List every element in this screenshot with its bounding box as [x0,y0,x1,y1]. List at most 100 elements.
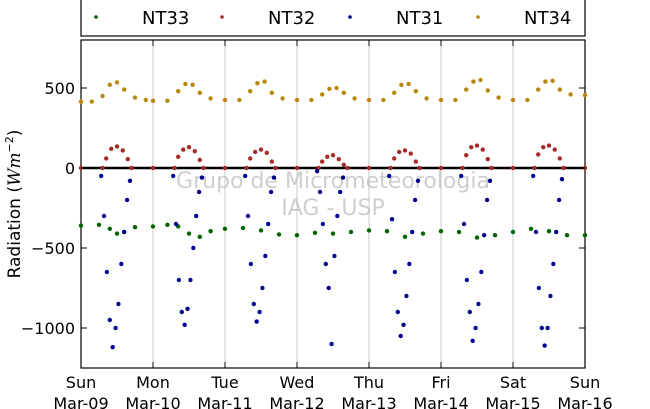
data-point [107,82,113,88]
data-point [528,226,534,231]
data-point [392,269,398,275]
series-layer [78,77,588,350]
data-point [165,98,170,104]
data-point [536,152,541,157]
data-point [104,156,109,161]
data-point [510,97,516,103]
data-point [334,85,339,91]
data-point [176,89,181,94]
data-point [401,322,406,327]
data-point [332,253,337,259]
data-point [269,159,274,164]
x-tick-label-date: Mar-12 [269,394,324,409]
data-point [582,233,588,238]
data-point [199,175,205,180]
data-point [525,97,530,103]
data-point [326,285,331,291]
legend: NT33 NT32 NT31 NT34 [80,0,586,37]
data-point [294,97,300,103]
data-point [208,229,213,234]
data-point [467,309,472,315]
data-point [386,173,392,179]
series-nt33 [78,222,588,240]
data-point [554,229,559,235]
data-point [548,293,553,299]
x-tick-label-day: Fri [431,373,450,392]
data-point [271,175,277,180]
data-point [183,81,188,87]
data-point [479,269,484,275]
data-point [253,149,258,155]
data-point [341,162,346,167]
data-point [473,325,478,331]
data-point [257,309,262,315]
data-point [438,165,444,171]
data-point [129,165,134,171]
data-point [98,173,104,179]
data-point [397,149,402,155]
data-point [194,213,199,219]
data-point [101,213,107,219]
data-point [185,306,190,311]
data-point [582,93,588,98]
data-point [196,189,202,195]
legend-marker [476,15,480,19]
data-point [417,165,422,171]
x-tick-label-day: Sun [570,373,600,392]
data-point [197,157,202,163]
data-point [179,309,184,315]
data-point [176,277,182,283]
data-point [242,173,248,179]
watermark-line-2: IAG - USP [281,196,384,221]
data-point [114,231,120,236]
data-point [460,165,465,171]
data-point [197,234,202,239]
data-point [124,197,130,203]
data-point [320,92,325,97]
data-point [568,92,573,97]
data-point [510,229,516,235]
x-tick-label-day: Thu [353,373,384,392]
data-point [530,173,536,179]
x-tick-label-day: Sun [66,373,96,392]
data-point [395,309,400,315]
series-nt34 [78,77,588,104]
data-point [96,222,102,227]
data-point [413,159,418,164]
data-point [480,147,485,152]
data-point [107,317,113,323]
watermark-line-1: Grupo de Micrometeorologia [176,169,490,194]
x-tick-label-date: Mar-11 [197,394,252,409]
data-point [456,229,462,235]
data-point [264,150,269,155]
data-point [222,97,228,103]
legend-marker [348,15,352,19]
legend-label: NT31 [396,8,443,29]
data-point [245,213,251,219]
data-point [496,95,501,100]
data-point [127,178,133,183]
x-tick-label-date: Mar-15 [485,394,540,409]
data-point [476,301,481,307]
data-point [551,261,556,267]
data-point [323,261,328,267]
x-tick-label-day: Sat [500,373,526,392]
data-point [120,148,125,153]
data-point [237,97,242,103]
data-point [186,231,192,236]
data-point [492,233,498,238]
data-point [539,325,544,331]
data-point [125,157,130,162]
series-nt31 [98,169,565,350]
data-point [258,147,264,152]
data-point [464,153,469,158]
data-point [532,165,537,171]
data-point [453,97,458,103]
data-point [109,146,114,151]
data-point [268,189,274,195]
x-tick-label-date: Mar-09 [53,394,108,409]
data-point [487,178,493,183]
y-axis-label: Radiation (Wm−2) [3,130,25,279]
data-point [191,245,196,251]
